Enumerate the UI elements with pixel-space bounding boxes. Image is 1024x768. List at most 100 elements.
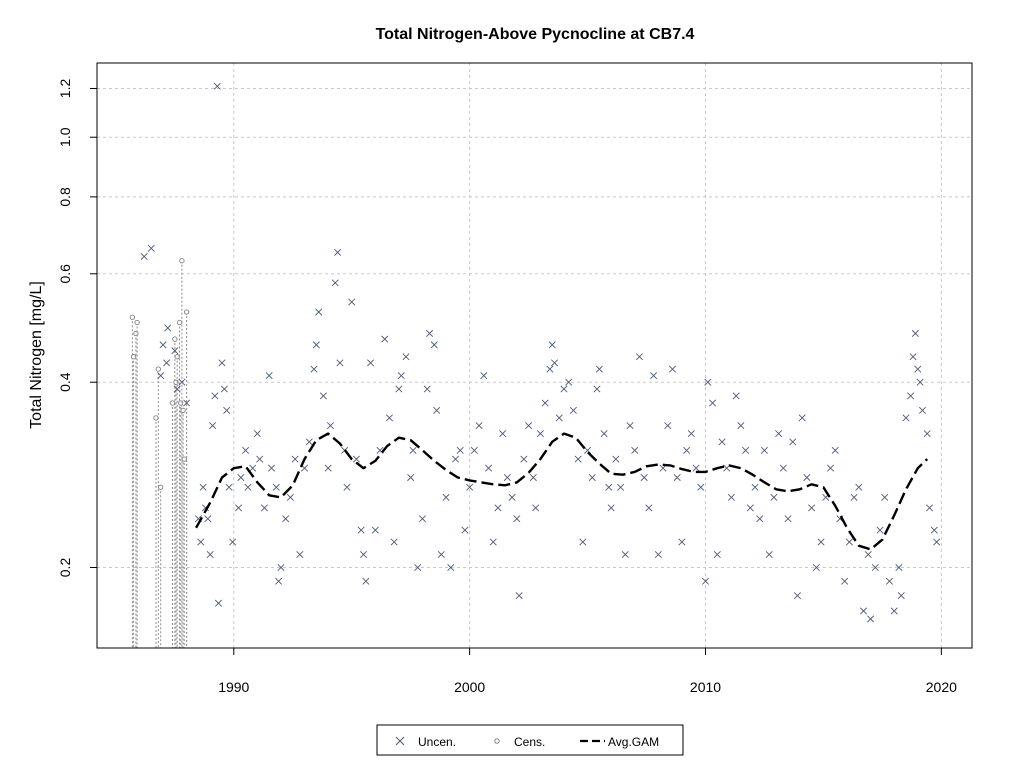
uncen-point — [275, 577, 283, 585]
uncen-point — [163, 359, 171, 367]
uncen-point — [914, 365, 922, 373]
uncen-point — [595, 365, 603, 373]
y-tick-label: 1.2 — [57, 79, 73, 99]
uncen-point — [760, 446, 768, 454]
legend-gam-label: Avg.GAM — [608, 735, 659, 749]
uncen-point — [569, 406, 577, 414]
uncensored-points-layer — [140, 82, 941, 623]
y-tick-label: 0.2 — [57, 558, 73, 578]
uncen-point — [859, 607, 868, 615]
uncen-point — [678, 538, 686, 546]
uncen-point — [895, 563, 903, 572]
uncen-point — [291, 455, 299, 463]
uncen-point — [423, 385, 431, 393]
legend-uncen-symbol — [395, 736, 405, 746]
uncen-point — [808, 504, 816, 512]
cens-point — [169, 400, 176, 406]
uncen-point — [876, 526, 884, 534]
gam-line-layer — [195, 432, 929, 551]
cens-point — [130, 354, 137, 360]
uncen-point — [617, 483, 625, 491]
uncen-point — [282, 515, 290, 523]
uncen-point — [277, 563, 285, 572]
uncen-point — [798, 414, 806, 422]
uncen-point — [268, 464, 276, 472]
uncen-point — [631, 446, 639, 454]
uncen-point — [437, 550, 445, 558]
uncen-point — [579, 538, 587, 546]
uncen-point — [334, 248, 342, 256]
uncen-point — [223, 406, 231, 414]
uncen-point — [907, 392, 915, 400]
uncen-point — [664, 422, 672, 430]
uncen-point — [286, 493, 294, 501]
uncen-point — [256, 455, 264, 463]
y-tick-label: 0.8 — [57, 187, 73, 207]
uncen-point — [742, 446, 750, 454]
uncen-point — [607, 504, 615, 512]
uncen-point — [157, 372, 165, 380]
cens-point — [155, 366, 161, 372]
uncen-point — [197, 538, 205, 546]
uncen-point — [687, 430, 695, 438]
uncen-point — [793, 592, 801, 600]
uncen-point — [812, 563, 820, 572]
uncen-point — [789, 438, 797, 446]
uncen-point — [336, 359, 344, 367]
uncen-point — [456, 446, 464, 454]
uncen-point — [164, 324, 172, 332]
uncen-point — [704, 378, 712, 386]
uncen-point — [918, 406, 926, 414]
uncen-point — [484, 464, 493, 472]
plot-frame — [96, 62, 973, 649]
uncen-point — [348, 298, 356, 306]
uncen-point — [206, 550, 214, 558]
uncen-point — [885, 577, 893, 585]
uncen-point — [204, 515, 212, 523]
uncen-point — [499, 430, 507, 438]
uncen-point — [683, 446, 691, 454]
uncen-point — [213, 82, 221, 90]
x-axis: 1990 2000 2010 2020 — [218, 648, 957, 695]
x-tick-label: 1990 — [218, 679, 249, 695]
uncen-point — [532, 504, 540, 512]
uncen-point — [864, 550, 872, 558]
uncen-point — [480, 372, 488, 380]
uncen-point — [331, 279, 339, 287]
uncen-point — [466, 483, 474, 491]
x-tick-label: 2020 — [926, 679, 957, 695]
y-tick-label: 0.6 — [57, 264, 73, 284]
uncen-point — [555, 414, 563, 422]
uncen-point — [881, 493, 889, 501]
uncen-point — [402, 353, 410, 361]
uncen-point — [508, 493, 516, 501]
legend-uncen-label: Uncen. — [418, 735, 456, 749]
cens-point — [181, 456, 187, 462]
uncen-point — [305, 438, 313, 446]
uncen-point — [171, 347, 179, 355]
uncen-point — [381, 335, 389, 343]
uncen-point — [312, 341, 320, 349]
uncen-point — [850, 493, 858, 501]
y-tick-label: 1.0 — [57, 127, 73, 147]
legend-cens-symbol — [494, 738, 500, 744]
uncen-point — [296, 550, 304, 558]
uncen-point — [930, 526, 938, 534]
uncen-point — [612, 455, 620, 463]
uncen-point — [902, 414, 910, 422]
uncen-point — [701, 577, 710, 585]
uncen-point — [723, 464, 731, 472]
legend-box — [376, 724, 684, 756]
gridlines — [97, 63, 972, 648]
uncen-point — [272, 483, 280, 491]
uncen-point — [515, 592, 523, 600]
uncen-point — [826, 464, 835, 472]
uncen-point — [244, 483, 252, 491]
legend-cens-label: Cens. — [514, 735, 545, 749]
uncen-point — [357, 526, 365, 534]
uncen-point — [933, 538, 941, 546]
uncen-point — [430, 341, 438, 349]
uncen-point — [326, 422, 335, 430]
uncen-point — [668, 365, 676, 373]
uncen-point — [343, 483, 351, 491]
